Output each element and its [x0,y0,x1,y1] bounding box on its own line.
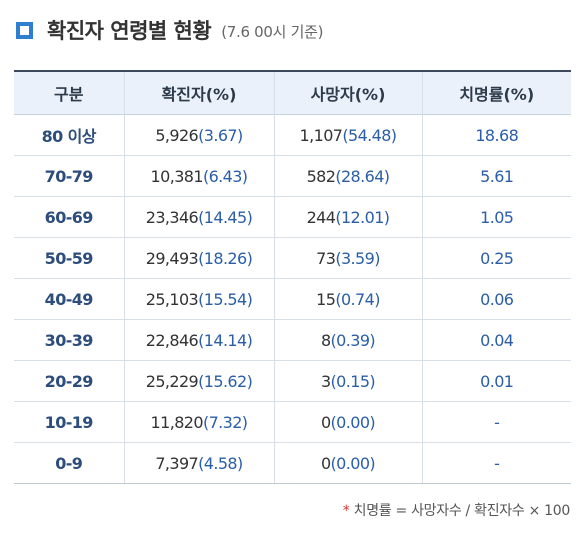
deaths-cell: 15(0.74) [273,278,422,320]
table-row: 80 이상 5,926(3.67) 1,107(54.48) 18.68 [14,114,571,156]
deaths-count: 3 [320,371,331,391]
age-group-cell: 10-19 [14,401,124,443]
deaths-cell: 244(12.01) [273,196,422,238]
confirmed-percent: (6.43) [202,166,248,186]
page-title: 확진자 연령별 현황 [47,19,212,43]
table-header-row: 구분 확진자(%) 사망자(%) 치명률(%) [14,70,571,115]
deaths-percent: (54.48) [342,125,397,145]
deaths-cell: 8(0.39) [273,319,422,361]
footnote: * 치명률 = 사망자수 / 확진자수 × 100 [342,500,571,520]
confirmed-percent: (15.62) [198,371,253,391]
confirmed-percent: (3.67) [198,125,243,145]
age-group-cell: 20-29 [14,360,124,402]
deaths-percent: (28.64) [335,166,390,186]
confirmed-percent: (14.45) [198,207,253,227]
table-body: 80 이상 5,926(3.67) 1,107(54.48) 18.68 70-… [14,114,571,484]
deaths-percent: (12.01) [335,207,390,227]
fatality-rate-cell: 5.61 [421,155,571,197]
table-row: 50-59 29,493(18.26) 73(3.59) 0.25 [14,237,571,279]
age-group-cell: 70-79 [14,155,124,197]
deaths-count: 244 [306,207,336,227]
confirmed-count: 23,346 [145,207,199,227]
deaths-count: 8 [320,330,331,350]
age-group-cell: 50-59 [14,237,124,279]
confirmed-count: 5,926 [155,125,199,145]
fatality-rate-cell: 0.04 [421,319,571,361]
confirmed-count: 22,846 [145,330,199,350]
deaths-count: 1,107 [299,125,343,145]
confirmed-percent: (4.58) [198,453,243,473]
confirmed-cell: 25,103(15.54) [123,278,274,320]
header-category: 구분 [14,70,124,115]
deaths-percent: (0.00) [330,412,376,432]
table-row: 40-49 25,103(15.54) 15(0.74) 0.06 [14,278,571,320]
confirmed-cell: 22,846(14.14) [123,319,274,361]
confirmed-cell: 7,397(4.58) [123,442,274,484]
fatality-rate-cell: - [421,442,571,484]
footnote-marker: * [342,503,350,519]
page-subtitle: (7.6 00시 기준) [221,22,324,41]
table-row: 60-69 23,346(14.45) 244(12.01) 1.05 [14,196,571,238]
table-row: 70-79 10,381(6.43) 582(28.64) 5.61 [14,155,571,197]
fatality-rate-cell: 0.06 [421,278,571,320]
confirmed-count: 25,229 [145,371,199,391]
confirmed-count: 7,397 [155,453,199,473]
footnote-text: 치명률 = 사망자수 / 확진자수 × 100 [353,503,571,519]
confirmed-cell: 23,346(14.45) [123,196,274,238]
confirmed-count: 25,103 [145,289,199,309]
confirmed-count: 29,493 [145,248,199,268]
fatality-rate-cell: 1.05 [421,196,571,238]
deaths-count: 15 [316,289,336,309]
confirmed-percent: (18.26) [198,248,253,268]
confirmed-cell: 25,229(15.62) [123,360,274,402]
age-group-cell: 40-49 [14,278,124,320]
deaths-cell: 1,107(54.48) [273,114,422,156]
confirmed-count: 11,820 [150,412,204,432]
age-group-cell: 60-69 [14,196,124,238]
confirmed-cell: 5,926(3.67) [123,114,274,156]
deaths-count: 0 [320,453,331,473]
confirmed-cell: 29,493(18.26) [123,237,274,279]
deaths-percent: (0.74) [335,289,380,309]
deaths-count: 0 [320,412,331,432]
confirmed-count: 10,381 [150,166,204,186]
age-status-table: 구분 확진자(%) 사망자(%) 치명률(%) 80 이상 5,926(3.67… [14,70,571,484]
table-row: 20-29 25,229(15.62) 3(0.15) 0.01 [14,360,571,402]
fatality-rate-cell: 0.25 [421,237,571,279]
deaths-percent: (0.00) [330,453,376,473]
confirmed-percent: (14.14) [198,330,253,350]
age-group-cell: 0-9 [14,442,124,484]
deaths-count: 73 [316,248,336,268]
fatality-rate-cell: 18.68 [421,114,571,156]
header-fatality-rate: 치명률(%) [421,70,571,115]
square-bullet-icon [16,21,33,39]
header-deaths: 사망자(%) [273,70,422,115]
age-group-cell: 30-39 [14,319,124,361]
header-confirmed: 확진자(%) [123,70,274,115]
deaths-percent: (3.59) [335,248,380,268]
deaths-percent: (0.15) [330,371,376,391]
fatality-rate-cell: - [421,401,571,443]
table-row: 30-39 22,846(14.14) 8(0.39) 0.04 [14,319,571,361]
deaths-cell: 3(0.15) [273,360,422,402]
fatality-rate-cell: 0.01 [421,360,571,402]
deaths-cell: 0(0.00) [273,401,422,443]
age-group-cell: 80 이상 [14,114,124,156]
confirmed-cell: 11,820(7.32) [123,401,274,443]
table-row: 0-9 7,397(4.58) 0(0.00) - [14,442,571,484]
table-row: 10-19 11,820(7.32) 0(0.00) - [14,401,571,443]
title-row: 확진자 연령별 현황 (7.6 00시 기준) [16,14,323,46]
deaths-cell: 73(3.59) [273,237,422,279]
deaths-percent: (0.39) [330,330,376,350]
confirmed-percent: (15.54) [198,289,253,309]
confirmed-cell: 10,381(6.43) [123,155,274,197]
deaths-cell: 582(28.64) [273,155,422,197]
deaths-cell: 0(0.00) [273,442,422,484]
confirmed-percent: (7.32) [202,412,248,432]
deaths-count: 582 [306,166,336,186]
